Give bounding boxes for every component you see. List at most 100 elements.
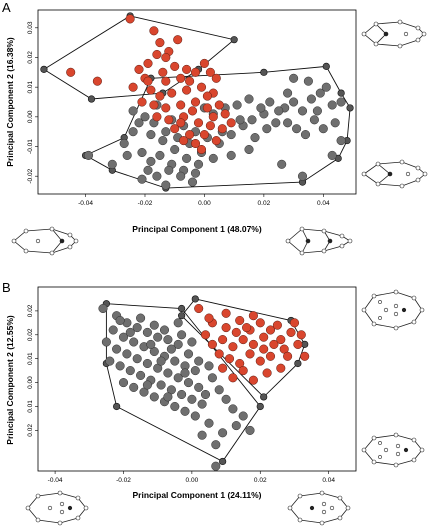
data-point [309,115,319,125]
data-point [115,361,125,371]
data-point [161,76,171,86]
data-points-a [66,14,346,190]
data-point [245,425,255,435]
data-point [146,339,156,349]
data-point [202,91,212,101]
data-point [300,130,311,140]
data-point [156,380,166,390]
data-point [193,118,204,128]
data-point [218,428,228,438]
data-point [143,76,153,86]
data-point [155,38,165,48]
data-point [155,150,165,160]
data-point [173,318,183,328]
panel-label-a: A [2,0,11,15]
data-point [196,82,207,92]
data-point [318,124,328,134]
data-point [238,335,248,345]
y-axis-title-b: Principal Component 2 (12.55%) [5,315,15,445]
y-tick-label: 0.01 [27,352,34,365]
hull-vertex [178,312,186,320]
data-point [177,389,187,400]
data-point [119,138,129,149]
data-point [248,375,258,385]
data-point [204,418,214,428]
hull-vertex [260,68,268,76]
hull-vertex [87,95,96,103]
data-point [262,368,272,378]
landmark-shape-icon [11,226,79,256]
landmark-shape-icon [361,159,428,189]
data-point [228,342,238,352]
data-point [190,366,200,376]
data-point [235,315,245,326]
data-point [118,378,129,388]
x-tick-label: -0.04 [78,200,93,207]
data-point [190,138,201,149]
data-point [200,330,211,340]
data-point [149,100,159,110]
data-point [204,361,214,371]
data-point [187,177,198,187]
y-ticks-a: -0.02 -0.01 0.00 0.01 0.02 0.03 [27,21,38,184]
data-point [283,351,293,361]
data-point [228,404,238,414]
data-point [128,82,138,92]
data-point [269,339,279,349]
data-point [250,133,260,143]
data-point [163,368,173,378]
data-point [208,112,218,122]
data-point [289,73,299,83]
landmark-shape-icon [285,226,353,256]
data-point [336,136,346,146]
data-point [125,14,135,24]
data-point [202,103,212,113]
data-point [276,363,286,373]
data-point [190,411,200,421]
data-point [182,85,192,95]
data-point [158,67,168,77]
data-point [207,339,217,349]
x-tick-label: -0.02 [116,477,131,484]
panel-b: B -0.04 -0.02 0.00 0.02 0.04 0.020.010.000.0… [2,280,425,526]
data-point [271,118,281,128]
data-point [101,337,111,347]
data-point [293,339,303,349]
y-tick-label: 0.00 [27,376,34,389]
data-point [244,94,254,104]
data-point [221,308,231,318]
data-point [226,118,236,128]
landmark-shape-icon [25,490,89,526]
data-point [152,112,162,122]
data-point [220,109,230,119]
landmark-shape-icon [361,432,425,468]
data-point [182,153,192,163]
data-point [218,335,228,345]
data-point [136,370,146,380]
data-point [167,88,177,98]
x-tick-label: -0.02 [138,200,153,207]
panel-label-b: B [2,280,11,295]
data-point [259,344,269,354]
data-point [214,100,224,110]
data-point [214,349,224,359]
y-tick-label: 0.02 [27,304,34,317]
y-tick-label: 0.01 [27,80,34,93]
data-point [149,392,159,402]
data-point [197,430,207,440]
data-point [336,97,346,107]
data-point [232,100,242,110]
data-point [228,373,238,383]
data-point [142,380,152,390]
hull-vertex [191,295,199,303]
data-point [185,76,195,86]
y-tick-label: 0.03 [27,21,34,34]
y-tick-label: 0.00 [27,110,34,123]
data-point [176,100,186,110]
data-point [163,392,173,402]
data-point [205,121,215,131]
data-point [187,394,197,404]
data-point [183,349,194,359]
data-point [176,73,186,83]
data-point [112,344,122,354]
